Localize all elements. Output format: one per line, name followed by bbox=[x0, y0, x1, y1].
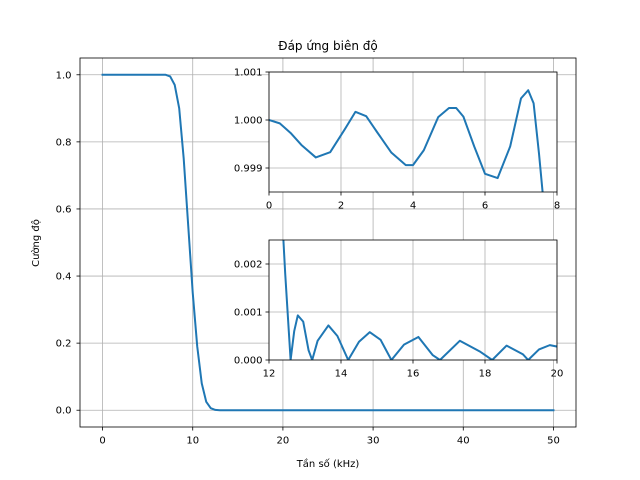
inset-bottom-x-tick-label: 20 bbox=[551, 369, 564, 380]
inset-top-x-tick-label: 2 bbox=[338, 201, 344, 212]
main-x-tick-label: 30 bbox=[367, 436, 380, 447]
inset-bottom-x-tick-label: 12 bbox=[263, 369, 276, 380]
main-x-tick-label: 20 bbox=[277, 436, 290, 447]
main-x-tick-label: 50 bbox=[547, 436, 560, 447]
main-frame bbox=[79, 57, 577, 428]
inset-bottom-x-tick-label: 14 bbox=[335, 369, 348, 380]
inset-top-y-tick-label: 1.000 bbox=[234, 116, 263, 127]
chart-title: Đáp ứng biên độ bbox=[278, 39, 377, 53]
inset-bottom-axes: 12 14 16 18 20 0.000 0.001 0.002 bbox=[234, 239, 564, 380]
inset-bottom-series-line bbox=[282, 240, 557, 360]
y-axis-label: Cường độ bbox=[30, 219, 42, 267]
inset-top-series-line bbox=[269, 89, 544, 192]
inset-top-x-tick-label: 0 bbox=[266, 201, 272, 212]
main-x-tick-label: 10 bbox=[186, 436, 199, 447]
main-series-line bbox=[101, 73, 555, 412]
inset-bottom-y-tick-label: 0.002 bbox=[234, 260, 263, 271]
inset-bottom-y-tick-label: 0.000 bbox=[234, 356, 263, 367]
inset-bottom-y-tick-label: 0.001 bbox=[234, 308, 263, 319]
main-y-tick-label: 0.8 bbox=[56, 137, 72, 148]
inset-top-x-tick-label: 4 bbox=[410, 201, 416, 212]
inset-bottom-x-tick-label: 16 bbox=[407, 369, 420, 380]
main-y-tick-label: 0.0 bbox=[56, 406, 72, 417]
inset-top-x-tick-label: 8 bbox=[554, 201, 560, 212]
inset-top-axes: 0 2 4 6 8 0.999 1.000 1.001 bbox=[234, 68, 560, 212]
inset-top-y-tick-label: 0.999 bbox=[234, 164, 263, 175]
main-x-tick-label: 0 bbox=[99, 436, 105, 447]
main-y-tick-label: 1.0 bbox=[56, 70, 72, 81]
main-y-tick-label: 0.6 bbox=[56, 204, 72, 215]
x-axis-label: Tần số (kHz) bbox=[296, 458, 360, 470]
inset-top-x-tick-label: 6 bbox=[482, 201, 488, 212]
main-x-tick-label: 40 bbox=[457, 436, 470, 447]
main-y-tick-label: 0.4 bbox=[56, 272, 72, 283]
inset-bottom-x-tick-label: 18 bbox=[479, 369, 492, 380]
inset-top-y-tick-label: 1.001 bbox=[234, 68, 263, 79]
main-y-tick-label: 0.2 bbox=[56, 339, 72, 350]
